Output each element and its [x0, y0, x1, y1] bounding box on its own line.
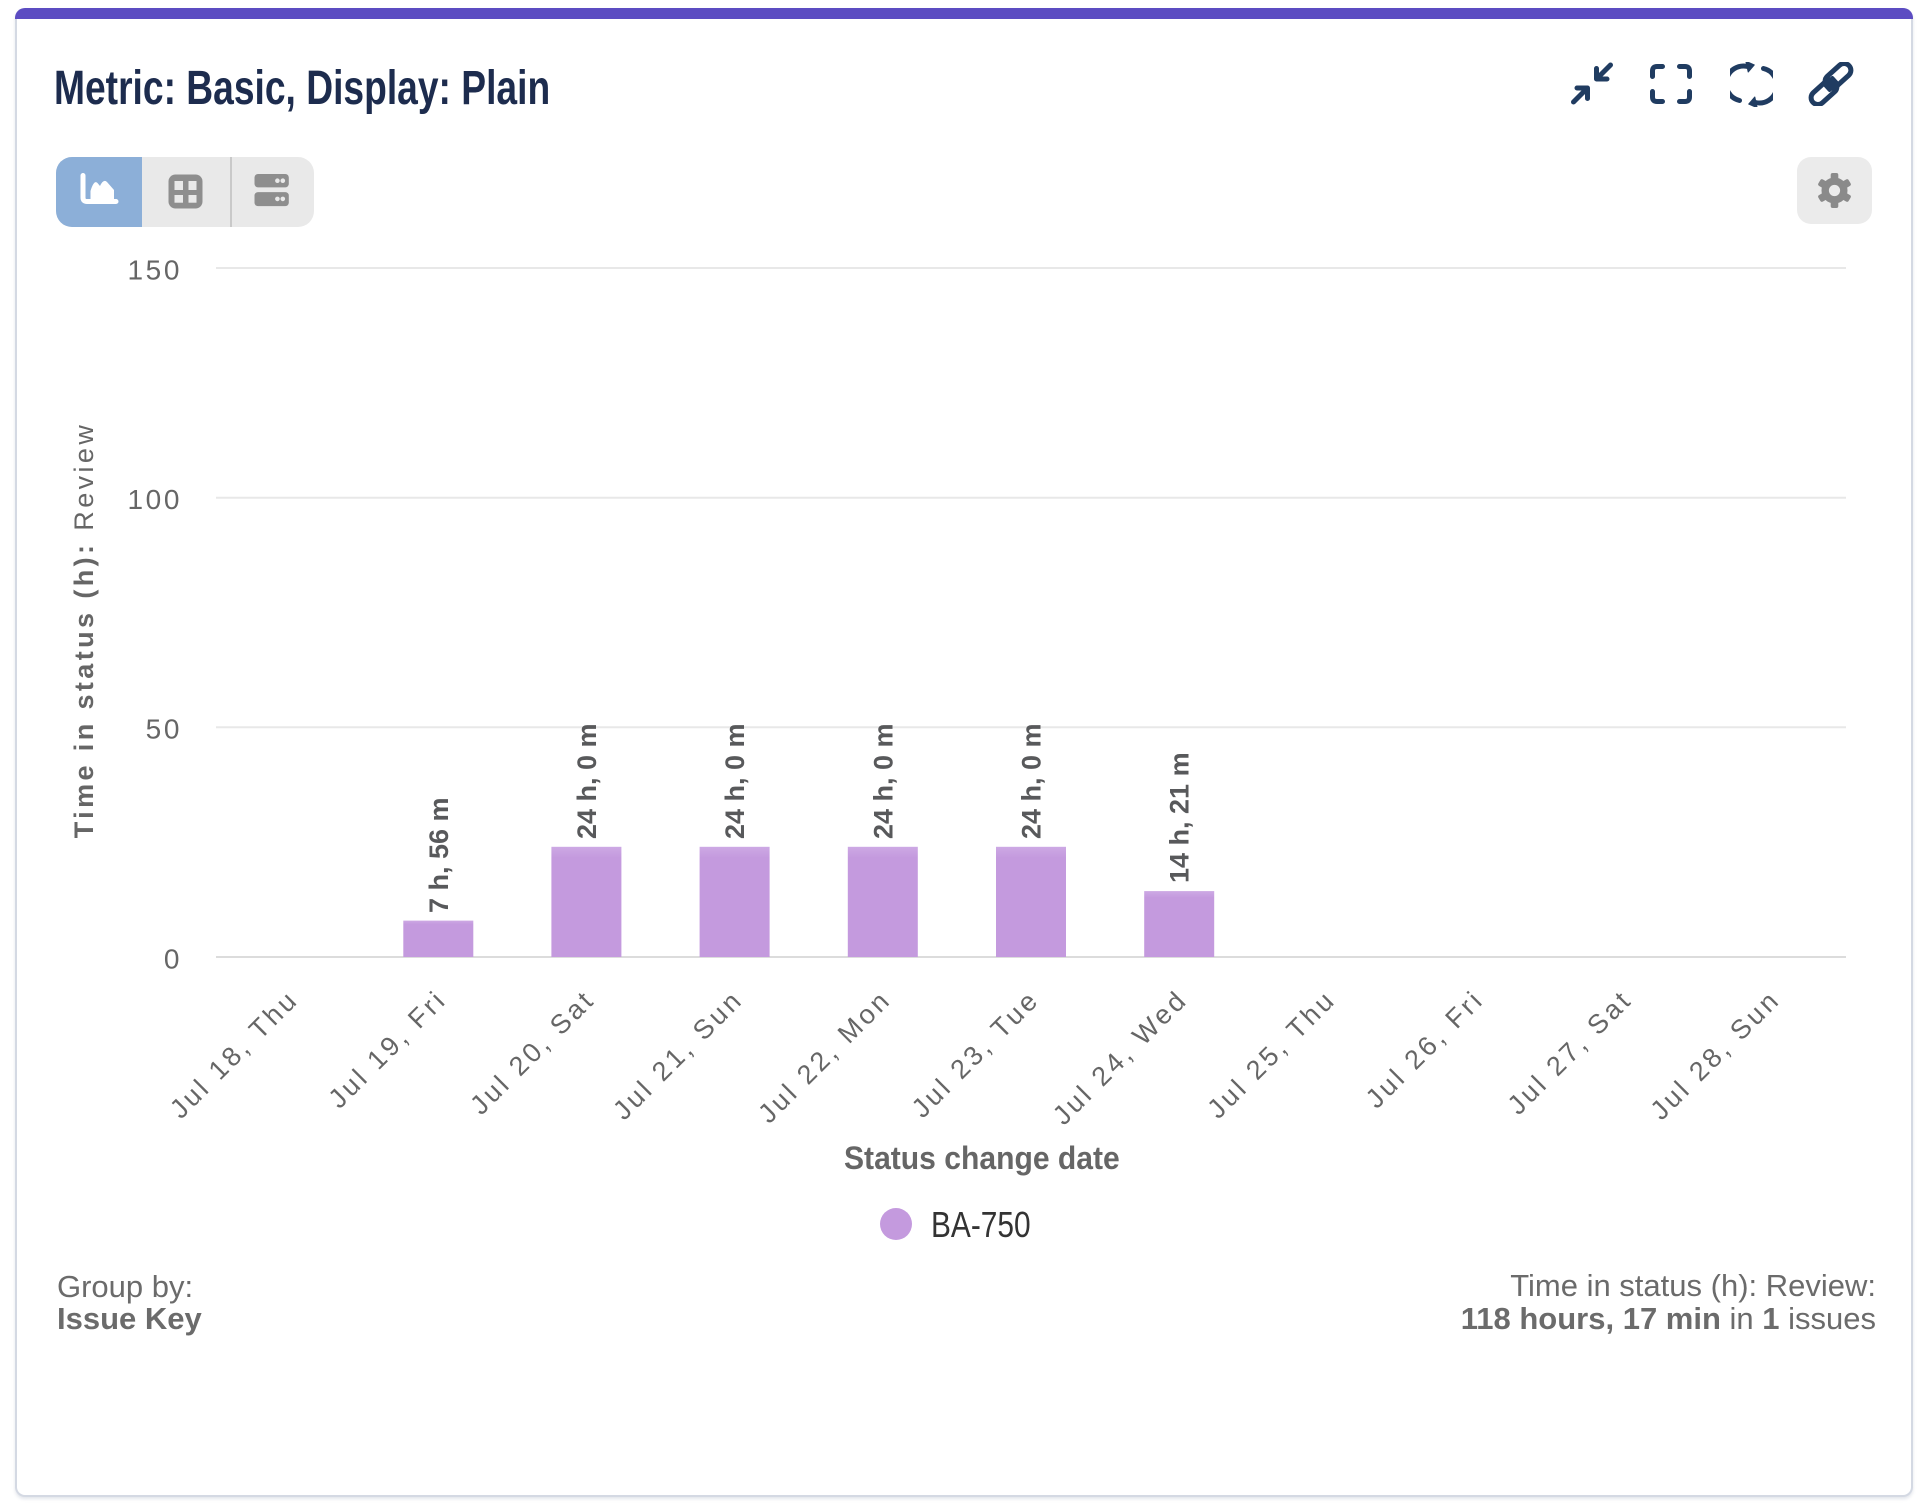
svg-text:Jul 21, Sun: Jul 21, Sun	[607, 984, 749, 1126]
svg-text:Time in status (h): Review: Time in status (h): Review	[69, 422, 99, 838]
svg-text:Jul 28, Sun: Jul 28, Sun	[1645, 984, 1787, 1126]
svg-text:Jul 23, Tue: Jul 23, Tue	[906, 984, 1046, 1124]
svg-text:Jul 24, Wed: Jul 24, Wed	[1047, 984, 1194, 1131]
svg-text:24 h, 0 m: 24 h, 0 m	[1017, 723, 1047, 839]
svg-text:14 h, 21 m: 14 h, 21 m	[1165, 752, 1195, 883]
svg-text:Status change date: Status change date	[844, 1140, 1120, 1176]
svg-text:24 h, 0 m: 24 h, 0 m	[868, 723, 898, 839]
svg-text:50: 50	[146, 714, 182, 745]
svg-text:Jul 26, Fri: Jul 26, Fri	[1360, 984, 1490, 1114]
svg-text:24 h, 0 m: 24 h, 0 m	[572, 723, 602, 839]
svg-text:Jul 20, Sat: Jul 20, Sat	[464, 984, 600, 1120]
svg-text:Jul 18, Thu: Jul 18, Thu	[164, 984, 304, 1124]
svg-text:Jul 25, Thu: Jul 25, Thu	[1201, 984, 1341, 1124]
svg-text:24 h, 0 m: 24 h, 0 m	[720, 723, 750, 839]
svg-text:100: 100	[127, 484, 182, 515]
svg-text:0: 0	[164, 944, 182, 975]
svg-text:7 h, 56 m: 7 h, 56 m	[424, 797, 454, 913]
svg-text:150: 150	[127, 255, 182, 286]
svg-text:Jul 27, Sat: Jul 27, Sat	[1502, 984, 1638, 1120]
svg-text:BA-750: BA-750	[931, 1205, 1031, 1245]
svg-text:Jul 19, Fri: Jul 19, Fri	[323, 984, 453, 1114]
svg-text:Jul 22, Mon: Jul 22, Mon	[752, 984, 897, 1129]
